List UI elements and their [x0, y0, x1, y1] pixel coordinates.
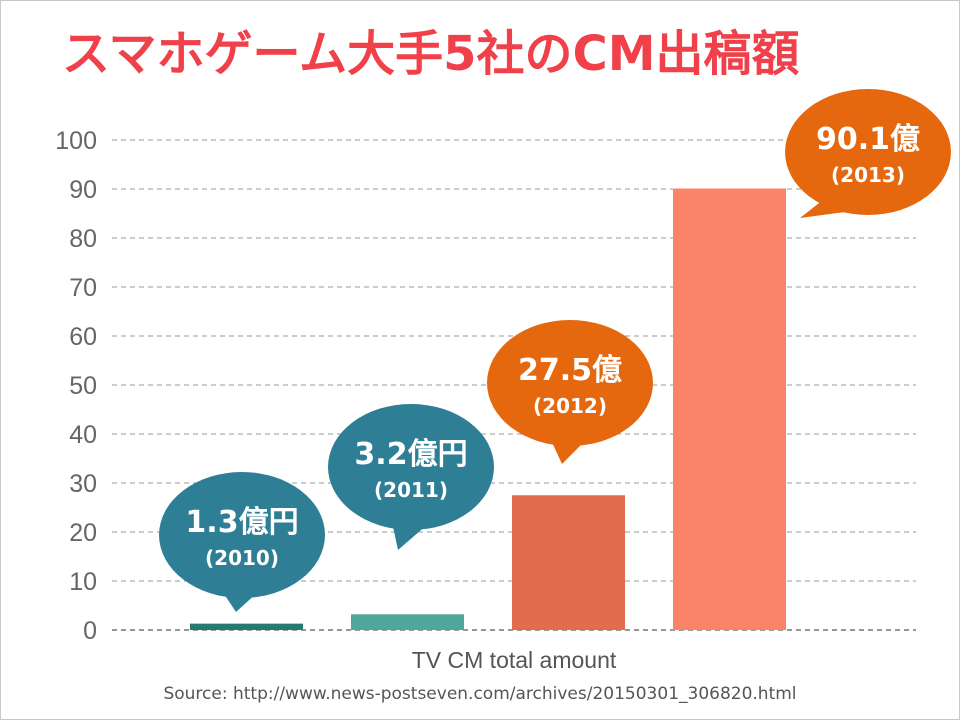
callout-year-label: (2012)	[533, 394, 607, 418]
callout-bubble	[159, 472, 325, 598]
y-tick-label: 60	[69, 323, 97, 351]
callout-2010: 1.3億円 (2010)	[159, 472, 325, 612]
callout-value-label: 1.3億円	[185, 505, 298, 540]
bar-2012	[512, 495, 625, 630]
callout-bubble	[785, 89, 951, 215]
y-tick-label: 0	[83, 617, 97, 645]
callout-2012: 27.5億 (2012)	[487, 320, 653, 464]
y-tick-label: 20	[69, 519, 97, 547]
callout-value-label: 90.1億	[816, 122, 920, 157]
y-tick-label: 70	[69, 274, 97, 302]
callout-2011: 3.2億円 (2011)	[328, 404, 494, 550]
callout-2013: 90.1億 (2013)	[785, 89, 951, 218]
y-tick-label: 50	[69, 372, 97, 400]
callout-bubble	[487, 320, 653, 446]
y-tick-label: 100	[55, 127, 97, 155]
callout-year-label: (2010)	[205, 546, 279, 570]
callout-year-label: (2011)	[374, 478, 448, 502]
bar-2010	[190, 623, 303, 630]
y-tick-label: 40	[69, 421, 97, 449]
y-tick-label: 80	[69, 225, 97, 253]
y-tick-label: 10	[69, 568, 97, 596]
x-axis-label: TV CM total amount	[412, 647, 617, 673]
callout-value-label: 27.5億	[518, 353, 622, 388]
callout-year-label: (2013)	[831, 163, 905, 187]
chart-title: スマホゲーム大手5社のCM出稿額	[62, 26, 800, 82]
bar-chart: 0 10 20 30 40 50 60 70 80 90 100 1.3億円 (2010) 3.2億円 (…	[55, 89, 951, 673]
callout-bubble	[328, 404, 494, 530]
bar-2013	[673, 188, 786, 630]
source-note: Source: http://www.news-postseven.com/ar…	[163, 684, 797, 704]
y-tick-label: 30	[69, 470, 97, 498]
callout-value-label: 3.2億円	[354, 437, 467, 472]
y-tick-label: 90	[69, 176, 97, 204]
bar-2011	[351, 614, 464, 630]
